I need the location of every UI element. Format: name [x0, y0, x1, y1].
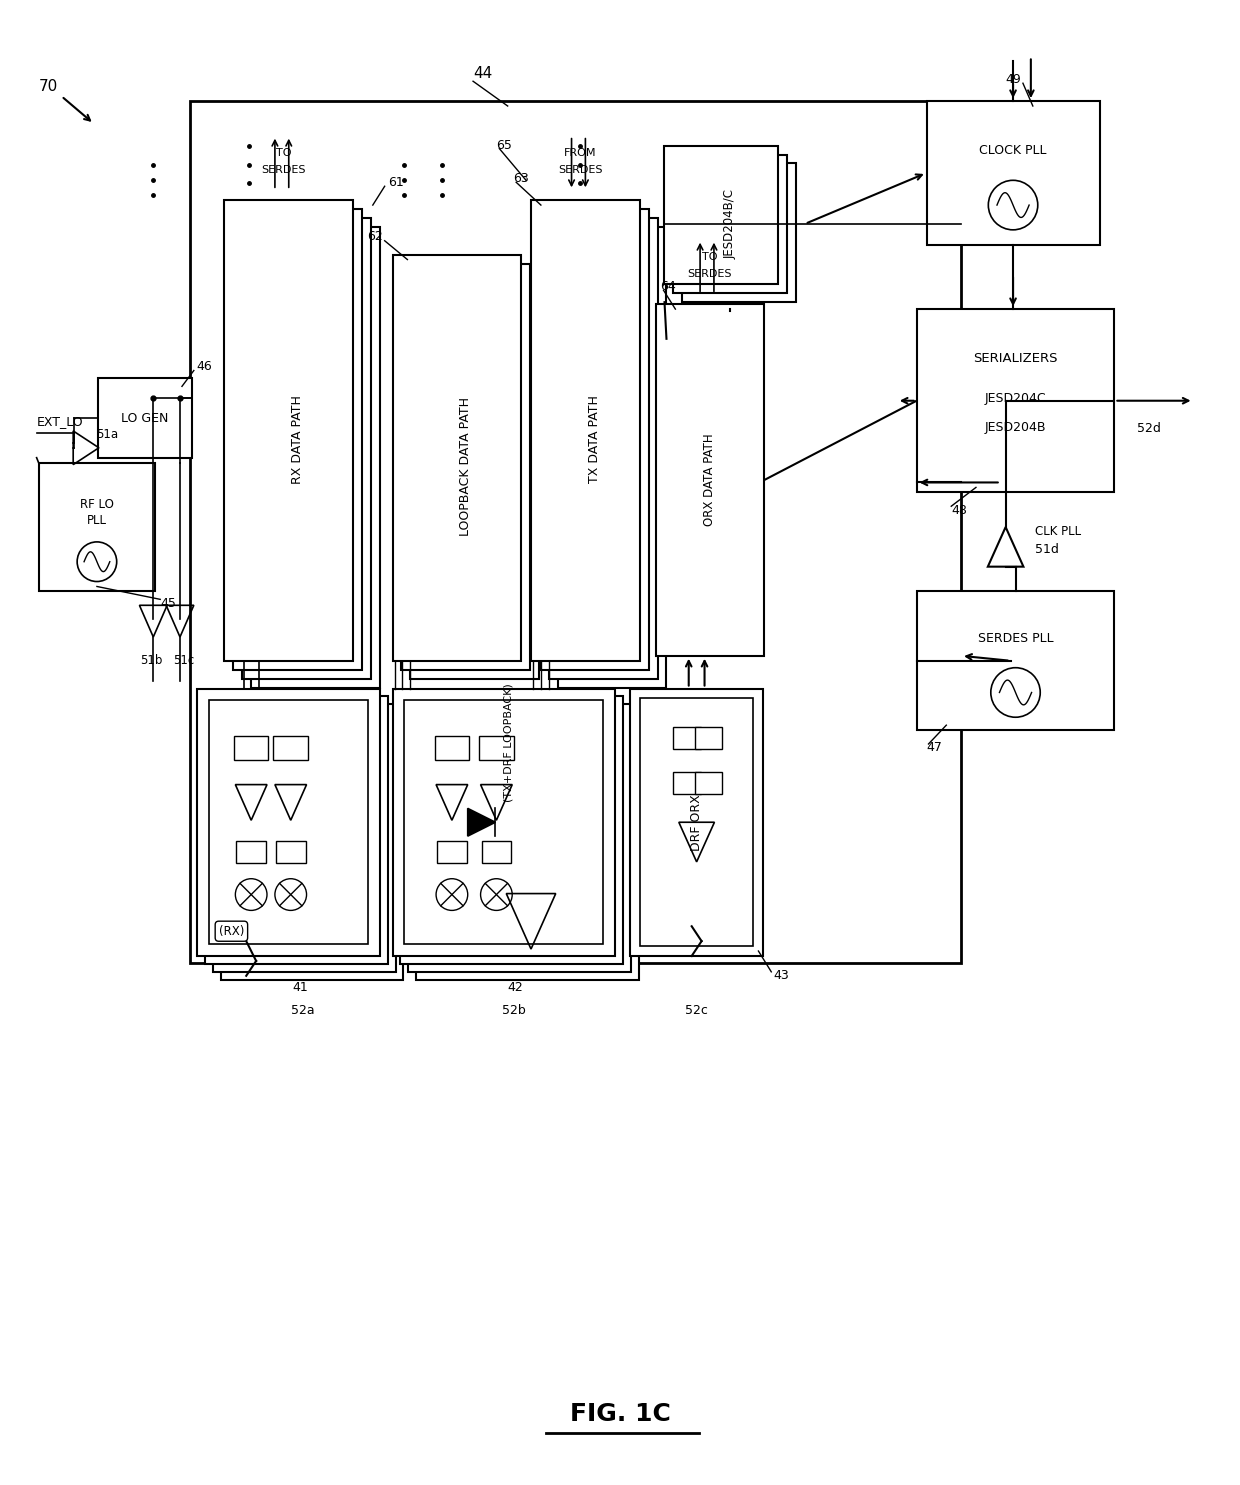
Bar	[275, 841, 305, 863]
Bar	[694, 728, 723, 748]
Text: JESD204C: JESD204C	[985, 392, 1047, 405]
Bar	[221, 713, 403, 980]
Text: 51b: 51b	[140, 655, 162, 667]
Text: JESD204B: JESD204B	[985, 422, 1047, 435]
Text: LOOPBACK DATA PATH: LOOPBACK DATA PATH	[459, 396, 472, 536]
Bar	[233, 209, 362, 670]
Bar	[531, 200, 640, 661]
Text: 63: 63	[513, 172, 529, 184]
Bar	[393, 254, 521, 661]
Text: (TX+DRF LOOPBACK): (TX+DRF LOOPBACK)	[503, 683, 513, 802]
Bar	[673, 154, 787, 293]
Bar	[212, 704, 396, 971]
Text: 52a: 52a	[291, 1004, 315, 1017]
Text: 51c: 51c	[174, 655, 195, 667]
Bar	[402, 263, 529, 670]
Text: 46: 46	[197, 359, 212, 373]
Text: CLOCK PLL: CLOCK PLL	[980, 144, 1047, 157]
Text: TO: TO	[702, 251, 718, 261]
Text: 70: 70	[38, 79, 58, 94]
Bar	[630, 689, 764, 956]
Text: SERDES: SERDES	[688, 269, 733, 279]
Text: 41: 41	[293, 982, 308, 993]
Bar	[404, 701, 603, 944]
Text: 65: 65	[496, 140, 512, 151]
Bar	[640, 698, 754, 946]
Text: 51d: 51d	[1035, 544, 1059, 557]
Text: 64: 64	[661, 279, 676, 293]
Text: RX DATA PATH: RX DATA PATH	[291, 395, 304, 484]
Text: ORX DATA PATH: ORX DATA PATH	[703, 434, 717, 526]
Text: DRF ORX: DRF ORX	[691, 794, 703, 851]
Bar	[252, 227, 379, 688]
Text: FIG. 1C: FIG. 1C	[569, 1402, 671, 1426]
Bar	[481, 841, 511, 863]
Text: 61: 61	[388, 175, 403, 189]
Bar	[205, 696, 388, 964]
Bar	[434, 737, 469, 760]
Text: CLK PLL: CLK PLL	[1035, 526, 1081, 539]
Bar	[393, 689, 615, 956]
Text: 52d: 52d	[1137, 422, 1161, 435]
Text: TX DATA PATH: TX DATA PATH	[588, 395, 601, 483]
Bar	[190, 101, 961, 962]
Bar	[98, 379, 192, 457]
Text: SERDES PLL: SERDES PLL	[977, 633, 1053, 646]
Bar	[408, 704, 631, 971]
Bar	[234, 737, 269, 760]
Text: EXT_LO: EXT_LO	[37, 414, 83, 428]
Bar	[208, 701, 368, 944]
Bar	[539, 209, 649, 670]
Text: 43: 43	[774, 970, 789, 982]
Text: TO: TO	[277, 147, 291, 157]
Bar	[656, 304, 764, 656]
Bar	[673, 728, 701, 748]
Bar	[274, 737, 308, 760]
Text: 44: 44	[474, 65, 492, 80]
Text: FROM: FROM	[564, 147, 596, 157]
Text: LO GEN: LO GEN	[122, 411, 169, 425]
Text: 52b: 52b	[502, 1004, 526, 1017]
Text: SERDES: SERDES	[558, 165, 603, 175]
Bar	[665, 146, 779, 284]
Text: SERIALIZERS: SERIALIZERS	[973, 352, 1058, 365]
Text: 62: 62	[367, 230, 383, 244]
Text: SERDES: SERDES	[262, 165, 306, 175]
Bar	[549, 218, 657, 679]
Polygon shape	[467, 808, 496, 836]
Bar	[694, 772, 723, 793]
Bar	[682, 163, 796, 301]
Text: 42: 42	[508, 982, 523, 993]
Bar	[38, 463, 155, 591]
Bar	[916, 309, 1115, 493]
Text: 45: 45	[160, 597, 176, 610]
Text: RF LO: RF LO	[81, 497, 114, 511]
Bar	[916, 591, 1115, 731]
Bar	[558, 227, 666, 688]
Bar	[197, 689, 379, 956]
Bar	[926, 101, 1100, 245]
Bar	[673, 772, 701, 793]
Bar	[417, 713, 639, 980]
Text: 49: 49	[1006, 73, 1021, 86]
Bar	[479, 737, 513, 760]
Text: 52c: 52c	[686, 1004, 708, 1017]
Text: PLL: PLL	[87, 514, 107, 527]
Bar	[436, 841, 466, 863]
Bar	[237, 841, 267, 863]
Bar	[401, 696, 622, 964]
Text: 47: 47	[926, 741, 942, 754]
Bar	[242, 218, 371, 679]
Text: 48: 48	[951, 503, 967, 517]
Bar	[224, 200, 353, 661]
Text: (RX): (RX)	[218, 925, 244, 937]
Text: 51a: 51a	[95, 428, 118, 441]
Text: JESD204B/C: JESD204B/C	[724, 189, 737, 258]
Bar	[410, 272, 539, 679]
